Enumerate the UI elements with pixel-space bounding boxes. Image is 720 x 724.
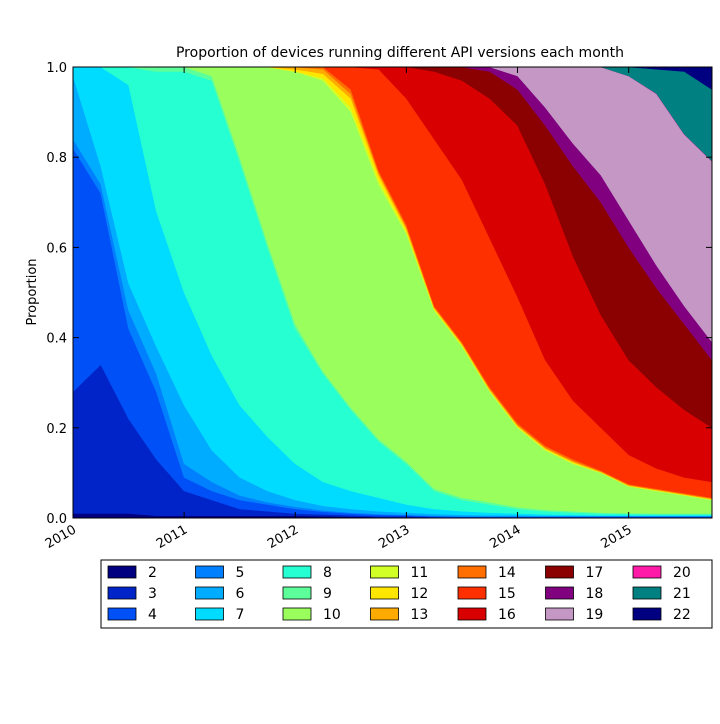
- legend-swatch: [370, 586, 399, 600]
- plot-frame: [72, 66, 713, 519]
- y-tick-label: 0.0: [46, 512, 67, 527]
- legend-label: 16: [498, 607, 516, 623]
- plot-area: [72, 66, 713, 519]
- legend-swatch: [545, 607, 574, 621]
- legend-swatch: [282, 586, 312, 600]
- legend-label: 5: [236, 565, 245, 581]
- legend-swatch: [457, 565, 487, 579]
- legend-swatch: [107, 565, 137, 579]
- legend-label: 14: [498, 565, 516, 581]
- y-tick-label: 1.0: [46, 61, 67, 76]
- legend-label: 8: [323, 565, 332, 581]
- legend-label: 18: [586, 586, 604, 602]
- legend-label: 17: [586, 565, 604, 581]
- legend-swatch: [457, 586, 487, 600]
- legend-swatch: [545, 586, 574, 600]
- y-tick-label: 0.4: [46, 332, 67, 347]
- legend-swatch: [457, 607, 487, 621]
- legend-swatch: [107, 607, 137, 621]
- legend-label: 4: [148, 607, 157, 623]
- legend-swatch: [195, 565, 224, 579]
- legend-label: 10: [323, 607, 341, 623]
- y-tick-label: 0.6: [46, 241, 67, 256]
- legend-swatch: [195, 607, 224, 621]
- legend-label: 20: [673, 565, 691, 581]
- legend: [100, 559, 713, 629]
- y-tick-label: 0.8: [46, 151, 67, 166]
- legend-label: 13: [411, 607, 429, 623]
- legend-swatch: [370, 607, 399, 621]
- x-tick-label: 2013: [376, 522, 412, 552]
- legend-label: 21: [673, 586, 691, 602]
- legend-label: 22: [673, 607, 691, 623]
- legend-swatch: [282, 607, 312, 621]
- legend-label: 15: [498, 586, 516, 602]
- legend-label: 11: [411, 565, 429, 581]
- y-tick-label: 0.2: [46, 422, 67, 437]
- legend-label: 19: [586, 607, 604, 623]
- legend-label: 12: [411, 586, 429, 602]
- legend-label: 7: [236, 607, 245, 623]
- x-tick-label: 2012: [265, 522, 301, 552]
- legend-swatch: [632, 607, 662, 621]
- chart-title: Proportion of devices running different …: [176, 45, 624, 61]
- x-tick-label: 2015: [598, 522, 634, 552]
- legend-swatch: [370, 565, 399, 579]
- legend-label: 9: [323, 586, 332, 602]
- legend-swatch: [107, 586, 137, 600]
- legend-swatch: [632, 565, 662, 579]
- x-tick-label: 2014: [487, 522, 523, 552]
- legend-label: 3: [148, 586, 157, 602]
- y-axis-label: Proportion: [25, 258, 40, 325]
- x-tick-label: 2011: [154, 522, 190, 552]
- legend-label: 2: [148, 565, 157, 581]
- legend-swatch: [632, 586, 662, 600]
- legend-swatch: [282, 565, 312, 579]
- legend-swatch: [545, 565, 574, 579]
- legend-label: 6: [236, 586, 245, 602]
- legend-swatch: [195, 586, 224, 600]
